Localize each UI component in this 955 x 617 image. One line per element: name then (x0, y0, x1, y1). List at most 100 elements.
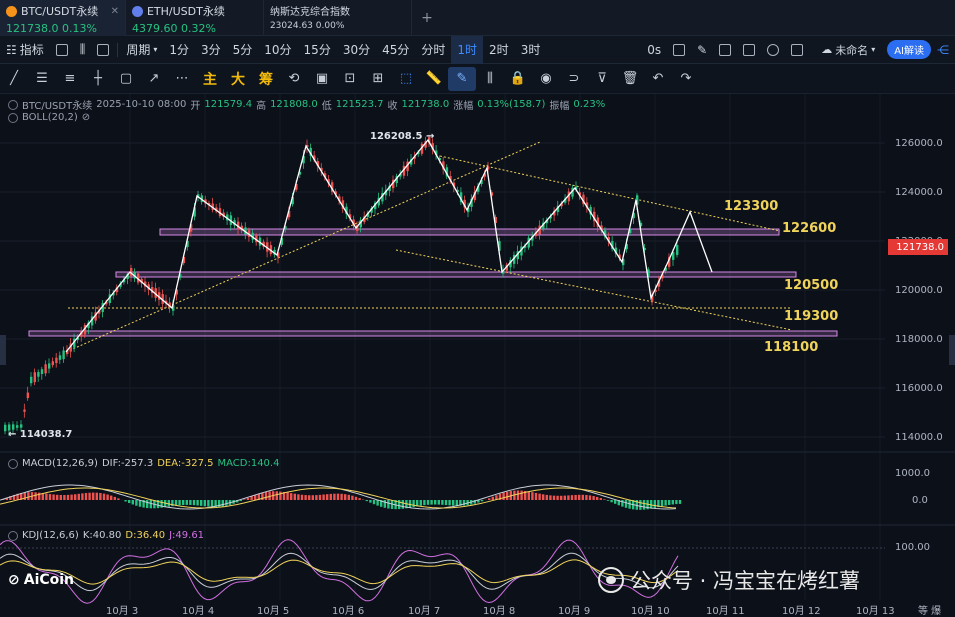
interval-2h[interactable]: 2时 (489, 43, 509, 57)
gift-icon[interactable]: ⊞ (372, 71, 384, 86)
candle-body (664, 267, 667, 271)
save-icon[interactable] (785, 36, 809, 64)
macd-panel (0, 484, 682, 510)
camera-icon[interactable] (667, 36, 691, 64)
kdj-label: KDJ(12,6,6) (22, 530, 79, 541)
change-label: 涨幅 (453, 101, 474, 112)
compare-chart-icon[interactable]: ▣ (315, 71, 329, 86)
macd-bar (218, 500, 221, 507)
settings-icon[interactable] (761, 36, 785, 64)
macd-bar (102, 493, 106, 500)
fullscreen-icon[interactable] (713, 36, 737, 64)
template-icon[interactable] (50, 36, 74, 64)
macd-bar (534, 492, 538, 500)
candle-body (218, 208, 222, 217)
candle-body (459, 192, 463, 203)
candle-body (26, 392, 30, 399)
candle-body (76, 337, 80, 340)
fib-icon[interactable]: ☰ (36, 71, 48, 86)
window-icon[interactable] (737, 36, 761, 64)
redo-icon[interactable]: ↷ (680, 71, 692, 86)
date-tick: 10月 11 (706, 606, 745, 617)
interval-3h[interactable]: 3时 (520, 43, 541, 57)
macd-bar (182, 500, 185, 506)
filter-icon[interactable]: ⊽ (597, 71, 607, 86)
lock-icon[interactable]: 🔒 (509, 71, 527, 86)
chevron-down-icon: ▾ (153, 45, 158, 54)
interval-3m[interactable]: 3分 (200, 43, 221, 57)
candle-body (509, 259, 512, 268)
macd-bar (225, 500, 228, 506)
candle-body (603, 230, 607, 237)
trendline-icon[interactable]: ╱ (10, 71, 18, 86)
indicator-label: 指标 (19, 43, 44, 57)
candle-body (323, 173, 327, 178)
macd-bar (9, 496, 12, 500)
interval-1m[interactable]: 1分 (169, 43, 189, 57)
tab-eth[interactable]: ETH/USDT永续 4379.60 0.32% (126, 0, 264, 36)
add-tab-icon[interactable]: + (421, 9, 433, 26)
indicator-button[interactable]: ☷ 指标 (0, 36, 50, 64)
draw-mode-icon[interactable]: ✎ (448, 66, 476, 91)
tab-btc[interactable]: BTC/USDT永续 121738.0 0.13% ✕ (0, 0, 126, 36)
visibility-icon[interactable] (8, 530, 18, 541)
macd-bar (606, 500, 610, 501)
left-scroll-handle[interactable] (0, 335, 6, 365)
interval-30m[interactable]: 30分 (342, 43, 371, 57)
visibility-icon[interactable] (8, 112, 18, 123)
ruler-icon[interactable]: 📏 (425, 71, 443, 86)
period-button[interactable]: 周期 ▾ (120, 36, 163, 64)
right-scroll-handle[interactable] (949, 335, 955, 365)
candle-body (8, 424, 11, 431)
interval-5m[interactable]: 5分 (232, 43, 253, 57)
eye-icon[interactable]: ◉ (540, 71, 552, 86)
cursor-icon[interactable]: ⬚ (399, 71, 413, 86)
replay-icon[interactable]: ⟲ (288, 71, 300, 86)
interval-10m[interactable]: 10分 (264, 43, 292, 57)
layout-name-dropdown[interactable]: ☁ 未命名 ▾ (815, 36, 881, 64)
interval-timeshare[interactable]: 分时 (421, 43, 446, 57)
macd-bar (462, 500, 466, 506)
candle-body (33, 372, 36, 383)
share-icon[interactable]: ⋲ (937, 42, 949, 57)
visibility-icon[interactable] (8, 99, 18, 110)
macd-bar (448, 500, 451, 506)
parallel-channel-icon[interactable]: ≡ (64, 71, 76, 86)
close-icon[interactable]: ✕ (110, 6, 119, 17)
undo-icon[interactable]: ↶ (652, 71, 664, 86)
delete-icon[interactable]: 🗑 (621, 71, 639, 86)
compare-icon[interactable]: ⫼ (79, 42, 86, 56)
bookmark-icon[interactable]: ⊡ (344, 71, 356, 86)
tab-nasdaq[interactable]: 纳斯达克综合指数 23024.63 0.00% (264, 0, 412, 36)
macd-bar (63, 495, 66, 500)
hide-icon[interactable]: ⊘ (81, 112, 91, 123)
large-order-button[interactable]: 大 (231, 71, 245, 88)
arrow-icon[interactable]: ↗ (148, 71, 160, 86)
horizontal-line-icon[interactable]: ┼ (94, 71, 102, 86)
rectangle-icon[interactable]: ▢ (119, 71, 133, 86)
macd-bar (549, 495, 552, 500)
close-label: 收 (387, 101, 398, 112)
macd-bar (585, 494, 588, 500)
interval-45m[interactable]: 45分 (382, 43, 410, 57)
candle-body (498, 241, 501, 251)
layout-icon[interactable] (91, 36, 115, 64)
interval-1h[interactable]: 1时 (451, 35, 484, 64)
candle-body (442, 161, 445, 170)
candle-body (189, 224, 193, 232)
ai-analysis-button[interactable]: AI解读 (887, 40, 931, 59)
magnet-icon[interactable]: ⊃ (568, 71, 580, 86)
macd-bar (473, 500, 476, 504)
pen-icon[interactable]: ✎ (697, 42, 708, 57)
visibility-icon[interactable] (8, 458, 18, 469)
main-force-button[interactable]: 主 (203, 71, 217, 88)
chip-distribution-button[interactable]: 筹 (259, 71, 273, 88)
candle-icon[interactable]: ⫼ (487, 71, 493, 86)
candle-body (334, 191, 337, 195)
more-tools-icon[interactable]: ⋯ (175, 71, 189, 86)
interval-15m[interactable]: 15分 (303, 43, 331, 57)
seconds-toggle[interactable]: 0s (647, 42, 662, 57)
candle-body (179, 274, 182, 278)
macd-bar (340, 493, 343, 500)
